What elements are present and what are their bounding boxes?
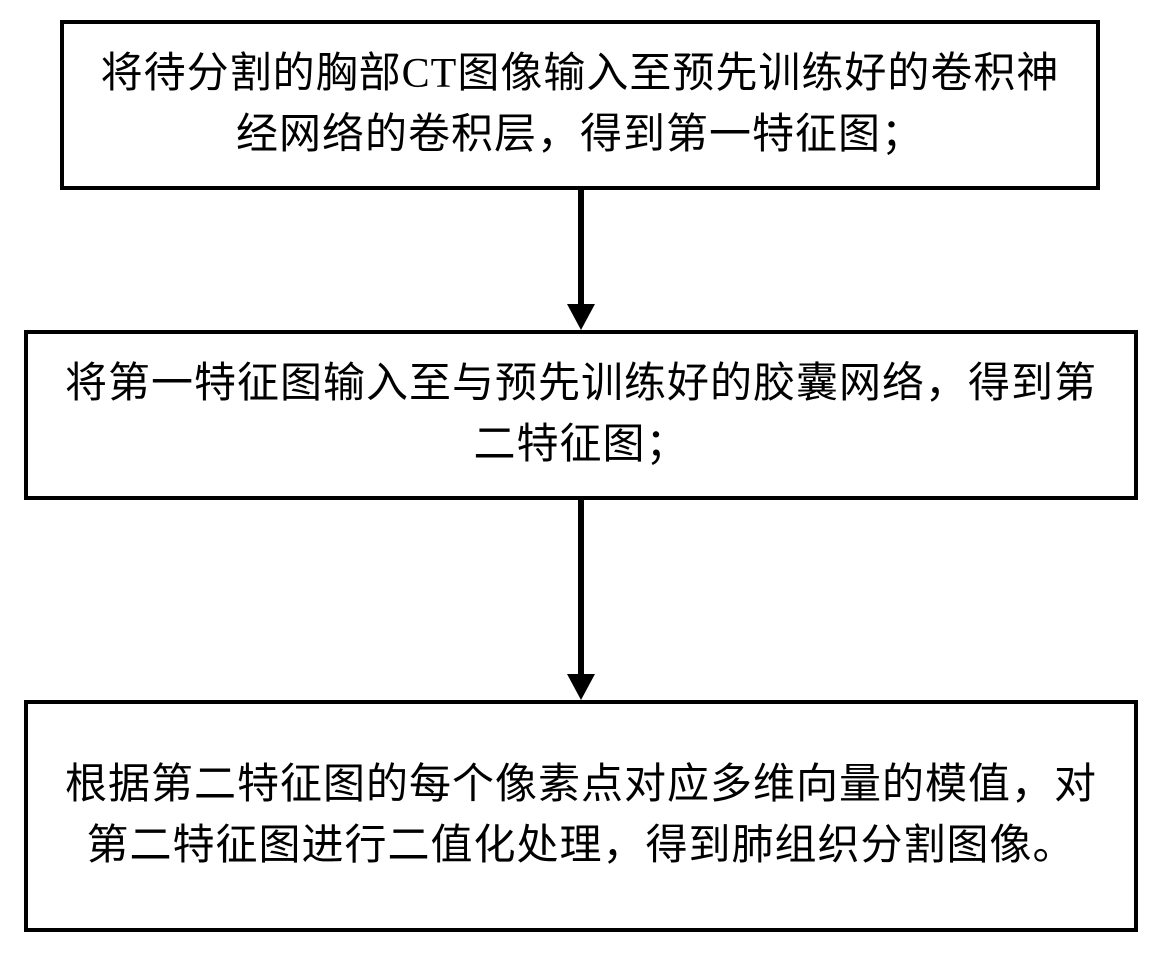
node-1-text: 将待分割的胸部CT图像输入至预先训练好的卷积神经网络的卷积层，得到第一特征图；	[94, 44, 1066, 166]
flowchart-node-2: 将第一特征图输入至与预先训练好的胶囊网络，得到第二特征图；	[24, 330, 1138, 500]
arrow-1-head	[567, 304, 595, 330]
flowchart-container: 将待分割的胸部CT图像输入至预先训练好的卷积神经网络的卷积层，得到第一特征图； …	[0, 0, 1162, 958]
arrow-1-line	[578, 190, 584, 304]
flowchart-node-1: 将待分割的胸部CT图像输入至预先训练好的卷积神经网络的卷积层，得到第一特征图；	[60, 20, 1100, 190]
arrow-2-head	[567, 674, 595, 700]
node-2-text: 将第一特征图输入至与预先训练好的胶囊网络，得到第二特征图；	[58, 354, 1104, 476]
node-3-text: 根据第二特征图的每个像素点对应多维向量的模值，对第二特征图进行二值化处理，得到肺…	[58, 755, 1104, 877]
flowchart-node-3: 根据第二特征图的每个像素点对应多维向量的模值，对第二特征图进行二值化处理，得到肺…	[24, 700, 1138, 932]
arrow-2-line	[578, 500, 584, 674]
